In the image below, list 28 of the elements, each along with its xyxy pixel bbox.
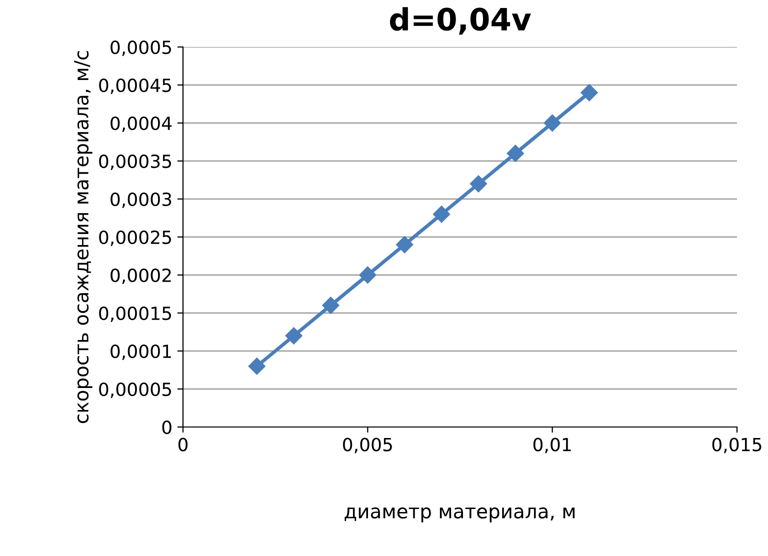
x-axis-title: диаметр материала, м	[344, 507, 575, 522]
y-tick-label: 0,0003	[110, 192, 172, 208]
point	[322, 296, 340, 314]
y-tick-label: 0	[162, 420, 172, 434]
y-tick-label: 0,00035	[99, 154, 172, 170]
y-tick-label: 0,0005	[110, 40, 172, 56]
x-tick-label: 0,01	[533, 438, 571, 454]
point	[580, 84, 598, 102]
point	[432, 206, 450, 223]
y-tick-label: 0,00015	[99, 306, 172, 322]
y-tick-label: 0,0004	[110, 116, 172, 132]
point	[359, 266, 376, 284]
y-tick-label: 0,00005	[99, 382, 172, 398]
chart-title: d=0,04v	[390, 7, 531, 35]
point	[470, 175, 488, 192]
point	[506, 144, 524, 162]
point	[544, 114, 561, 132]
x-tick-label: 0,015	[712, 438, 762, 454]
y-tick-label: 0,00045	[99, 78, 172, 94]
point	[285, 327, 302, 344]
y-tick-label: 0,00025	[99, 230, 172, 246]
x-tick-label: 0,005	[343, 438, 392, 454]
y-tick-label: 0,0001	[110, 344, 171, 360]
y-axis-title: скорость осаждения материала, м/с	[74, 51, 92, 424]
point	[396, 236, 414, 254]
y-tick-label: 0,0002	[110, 268, 171, 284]
point	[248, 358, 266, 375]
x-tick-label: 0	[178, 438, 188, 452]
